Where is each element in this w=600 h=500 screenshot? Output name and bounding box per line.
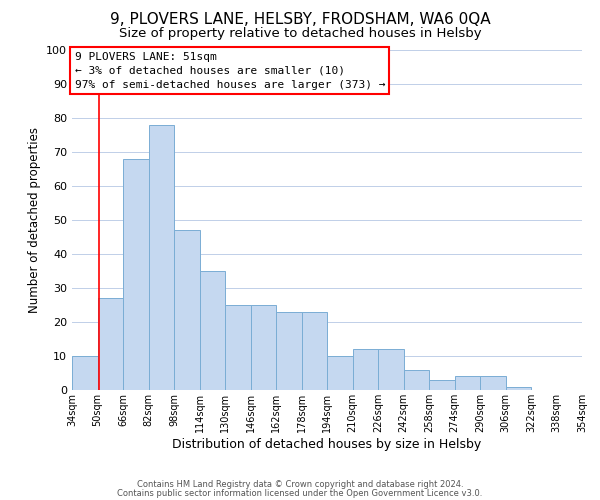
Bar — [72, 356, 97, 390]
Bar — [174, 230, 199, 390]
Bar — [429, 380, 455, 390]
Text: Contains HM Land Registry data © Crown copyright and database right 2024.: Contains HM Land Registry data © Crown c… — [137, 480, 463, 489]
Bar — [97, 298, 123, 390]
Bar — [455, 376, 480, 390]
Bar — [251, 305, 276, 390]
Bar — [480, 376, 505, 390]
Text: 9, PLOVERS LANE, HELSBY, FRODSHAM, WA6 0QA: 9, PLOVERS LANE, HELSBY, FRODSHAM, WA6 0… — [110, 12, 490, 28]
Bar — [353, 349, 378, 390]
Bar — [149, 125, 174, 390]
Bar — [327, 356, 353, 390]
Bar — [276, 312, 302, 390]
Bar — [123, 159, 149, 390]
Text: Contains public sector information licensed under the Open Government Licence v3: Contains public sector information licen… — [118, 488, 482, 498]
Text: 9 PLOVERS LANE: 51sqm
← 3% of detached houses are smaller (10)
97% of semi-detac: 9 PLOVERS LANE: 51sqm ← 3% of detached h… — [74, 52, 385, 90]
Bar — [378, 349, 404, 390]
Bar — [404, 370, 429, 390]
X-axis label: Distribution of detached houses by size in Helsby: Distribution of detached houses by size … — [172, 438, 482, 450]
Y-axis label: Number of detached properties: Number of detached properties — [28, 127, 41, 313]
Bar — [505, 386, 531, 390]
Text: Size of property relative to detached houses in Helsby: Size of property relative to detached ho… — [119, 28, 481, 40]
Bar — [225, 305, 251, 390]
Bar — [302, 312, 327, 390]
Bar — [199, 271, 225, 390]
